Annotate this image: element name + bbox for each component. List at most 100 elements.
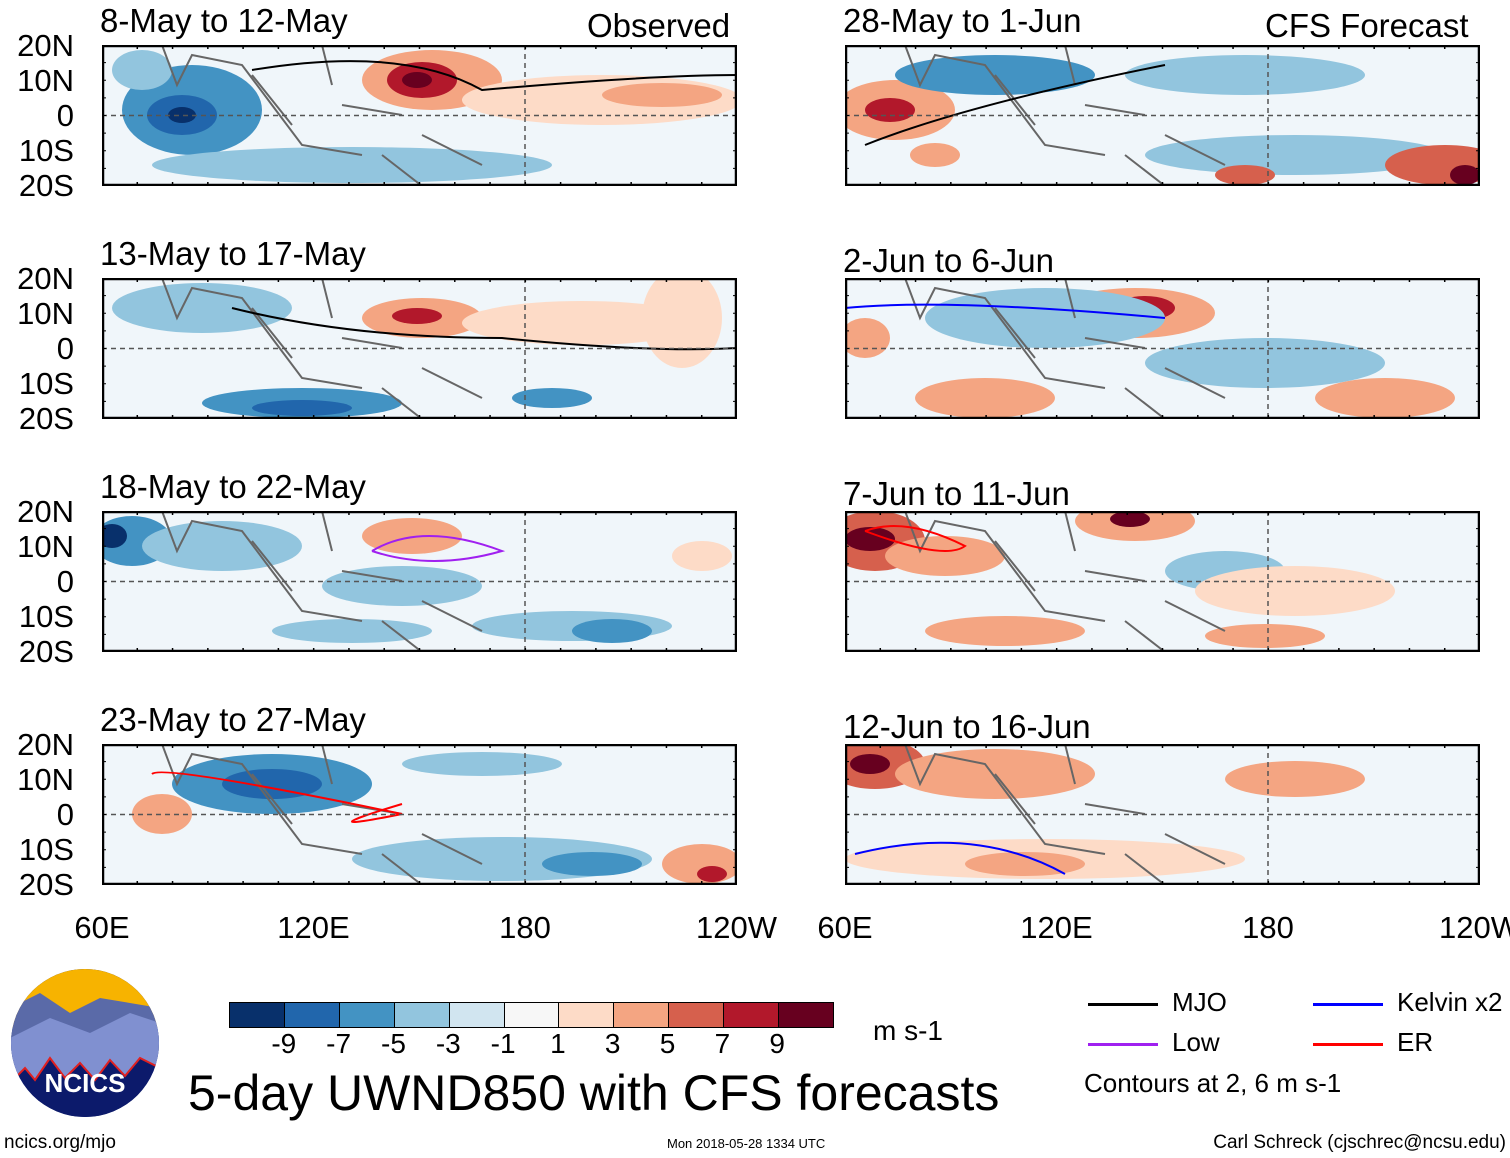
map-svg: [845, 744, 1480, 885]
panel-title: 7-Jun to 11-Jun: [843, 475, 1070, 512]
lon-label: 60E: [74, 910, 130, 945]
coastline: [161, 278, 483, 419]
contour-line: [864, 64, 1166, 146]
lat-label: 10S: [18, 366, 74, 401]
contour-line: [151, 771, 403, 823]
panel-title: 13-May to 17-May: [100, 235, 366, 272]
lat-label: 20S: [18, 867, 74, 902]
map-svg: [102, 511, 737, 652]
wind-anomaly-blob: [642, 278, 722, 368]
colorbar-swatch: [284, 1003, 340, 1027]
wind-anomaly-blob: [915, 378, 1055, 418]
contour-line: [371, 535, 506, 562]
lon-label: 180: [1242, 910, 1294, 945]
lat-label: 10N: [17, 762, 74, 797]
wind-anomaly-blob: [1225, 761, 1365, 797]
panel-title: 23-May to 27-May: [100, 701, 366, 738]
lon-label: 120W: [1439, 910, 1510, 945]
wind-anomaly-blob: [322, 566, 482, 606]
colorbar: [229, 1002, 834, 1028]
lat-label: 0: [56, 797, 74, 832]
wind-anomaly-blob: [850, 754, 890, 774]
contour-note: Contours at 2, 6 m s-1: [1084, 1068, 1342, 1098]
wind-anomaly-blob: [925, 288, 1165, 348]
lat-label: 0: [56, 98, 74, 133]
coastline: [161, 744, 483, 885]
lat-label: 20S: [18, 401, 74, 436]
panel-title: 8-May to 12-May: [100, 2, 348, 39]
lon-label: 180: [499, 910, 551, 945]
wind-anomaly-blob: [112, 283, 292, 333]
wind-anomaly-blob: [222, 769, 322, 799]
wind-anomaly-blob: [1195, 566, 1395, 616]
map-svg: [845, 45, 1480, 186]
figure-title: 5-day UWND850 with CFS forecasts: [188, 1065, 1000, 1121]
wind-anomaly-blob: [112, 50, 172, 90]
contour-line: [845, 303, 1166, 319]
wind-anomaly-blob: [402, 72, 432, 88]
wind-anomaly-blob: [1125, 55, 1365, 95]
wind-anomaly-blob: [272, 619, 432, 643]
wind-anomaly-blob: [142, 521, 302, 571]
wind-anomaly-blob: [910, 143, 960, 167]
map-panel: [102, 278, 737, 419]
coastline: [904, 45, 1226, 186]
colorbar-swatch: [724, 1003, 780, 1027]
colorbar-swatch: [449, 1003, 505, 1027]
lon-label: 120E: [277, 910, 350, 945]
colorbar-swatch: [779, 1003, 833, 1027]
wind-anomaly-blob: [572, 619, 652, 643]
map-svg: [102, 278, 737, 419]
coastline: [904, 511, 1226, 652]
colorbar-label: -7: [326, 1028, 352, 1059]
colorbar-units: m s-1: [873, 1015, 943, 1046]
lat-label: 0: [56, 564, 74, 599]
map-panel: [102, 511, 737, 652]
colorbar-label: 1: [550, 1028, 566, 1059]
wind-anomaly-blob: [168, 107, 196, 123]
map-panel: [845, 45, 1480, 186]
map-svg: [845, 278, 1480, 419]
lat-label: 20S: [18, 168, 74, 203]
wind-anomaly-blob: [697, 866, 727, 882]
colorbar-label: 7: [714, 1028, 731, 1059]
panel-title: 28-May to 1-Jun: [843, 2, 1082, 39]
contour-line: [251, 60, 737, 92]
colorbar-swatch: [230, 1003, 285, 1027]
lat-label: 10N: [17, 63, 74, 98]
wind-anomaly-blob: [672, 541, 732, 571]
map-panel: [102, 45, 737, 186]
wind-anomaly-blob: [925, 616, 1085, 646]
legend-line: [1088, 1003, 1158, 1006]
colorbar-swatch: [669, 1003, 725, 1027]
legend-label: Low: [1172, 1027, 1220, 1057]
legend-line: [1088, 1043, 1158, 1046]
lat-label: 0: [56, 331, 74, 366]
wind-anomaly-blob: [1145, 338, 1385, 388]
map-panel: [102, 744, 737, 885]
wind-anomaly-blob: [402, 752, 562, 776]
lat-label: 20N: [17, 28, 74, 63]
wind-anomaly-blob: [102, 524, 127, 548]
lat-label: 10N: [17, 529, 74, 564]
colorbar-swatch: [559, 1003, 615, 1027]
coastline: [904, 744, 1226, 885]
wind-anomaly-blob: [1450, 165, 1480, 185]
colorbar-swatch: [339, 1003, 395, 1027]
coastline: [161, 45, 483, 186]
wind-anomaly-blob: [542, 852, 642, 876]
wind-anomaly-blob: [152, 147, 552, 183]
panel-title: 12-Jun to 16-Jun: [843, 708, 1091, 745]
lat-label: 10S: [18, 599, 74, 634]
panel-title: 2-Jun to 6-Jun: [843, 242, 1054, 279]
lat-label: 20N: [17, 261, 74, 296]
wind-anomaly-blob: [1205, 624, 1325, 648]
footer-url[interactable]: ncics.org/mjo: [4, 1132, 116, 1153]
panel-title: 18-May to 22-May: [100, 468, 366, 505]
wind-anomaly-blob: [252, 400, 352, 416]
wind-anomaly-blob: [865, 98, 915, 122]
wind-anomaly-blob: [392, 308, 442, 324]
legend-label: MJO: [1172, 987, 1227, 1017]
forecast-label: CFS Forecast: [1265, 7, 1469, 44]
colorbar-label: -3: [435, 1028, 461, 1059]
